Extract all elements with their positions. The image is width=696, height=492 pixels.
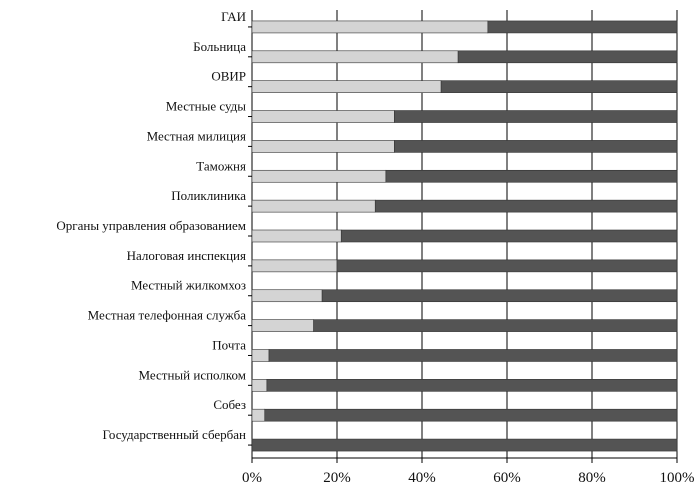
bar-segment <box>487 20 678 34</box>
bar-segment <box>268 349 678 362</box>
bar-segment <box>251 110 395 123</box>
category-label: Местные суды <box>166 99 247 114</box>
bar-segment <box>251 20 489 34</box>
bar-segment <box>440 80 678 93</box>
x-tick-label: 100% <box>660 470 695 486</box>
x-tick-label: 40% <box>408 470 436 486</box>
category-label: Таможня <box>196 158 246 173</box>
category-label: ОВИР <box>211 69 246 84</box>
category-label: Местная милиция <box>147 128 246 143</box>
bar-segment <box>313 319 678 332</box>
x-tick-label: 20% <box>323 470 351 486</box>
category-label: Местный жилкомхоз <box>131 278 246 293</box>
category-label: Государственный сбербан <box>103 427 247 442</box>
bars <box>251 20 678 452</box>
bar-segment <box>340 229 678 243</box>
bar-segment <box>251 408 266 422</box>
x-axis: 0% 20% 40% 60% 80% 100% <box>242 457 695 486</box>
bar-segment <box>251 289 323 303</box>
bar-segment <box>251 438 678 452</box>
category-label: Налоговая инспекция <box>127 248 246 263</box>
bar-segment <box>266 379 678 392</box>
bar-segment <box>251 379 268 392</box>
bar-segment <box>251 229 342 243</box>
bar-segment <box>251 199 376 213</box>
bar-segment <box>251 169 387 183</box>
category-label: Больница <box>193 39 246 54</box>
bar-segment <box>321 289 678 303</box>
x-tick-label: 60% <box>493 470 521 486</box>
category-label: Органы управления образованием <box>56 218 246 233</box>
bar-segment <box>394 140 678 153</box>
bar-segment <box>251 259 338 273</box>
bar-segment <box>264 408 678 422</box>
bar-segment <box>251 80 442 93</box>
category-label: Почта <box>212 337 246 352</box>
category-label: ГАИ <box>221 9 246 24</box>
bar-segment <box>374 199 678 213</box>
category-label: Местный исполком <box>139 367 246 382</box>
category-labels: ГАИ Больница ОВИР Местные суды Местная милиц… <box>56 9 252 446</box>
x-tick-label: 0% <box>242 470 262 486</box>
bar-segment <box>394 110 678 123</box>
bar-segment <box>251 50 459 64</box>
category-label: Местная телефонная служба <box>88 308 247 323</box>
category-label: Поликлиника <box>171 188 246 203</box>
bar-segment <box>251 319 314 332</box>
bar-segment <box>336 259 678 273</box>
bar-segment <box>251 349 270 362</box>
x-tick-label: 80% <box>578 470 606 486</box>
category-label: Собез <box>213 397 246 412</box>
bar-segment <box>457 50 678 64</box>
bar-segment <box>385 169 678 183</box>
bar-segment <box>251 140 395 153</box>
